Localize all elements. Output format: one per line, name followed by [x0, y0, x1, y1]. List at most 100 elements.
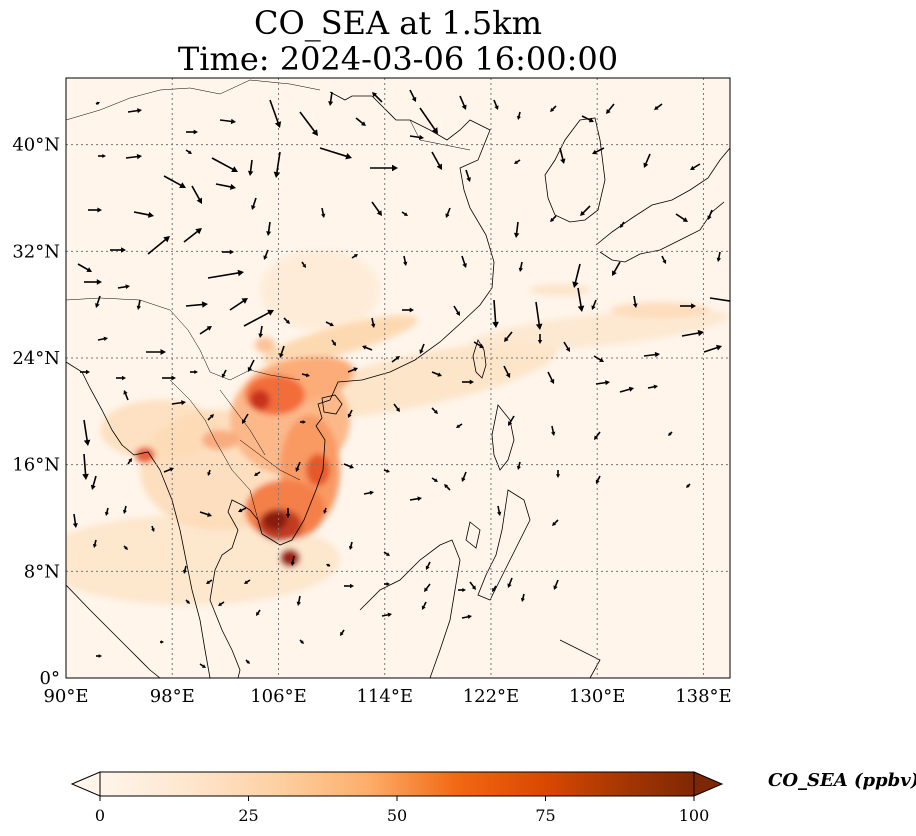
wind-arrow: [431, 407, 438, 414]
wind-arrow: [136, 299, 141, 310]
wind-arrow: [207, 269, 244, 279]
wind-arrow: [266, 221, 272, 236]
wind-arrow: [88, 207, 102, 213]
wind-arrow: [285, 508, 291, 518]
wind-arrow: [348, 541, 353, 550]
wind-arrow: [185, 149, 192, 154]
wind-arrow: [344, 583, 354, 589]
wind-arrow: [104, 507, 109, 516]
colorbar-gradient: [99, 771, 695, 797]
wind-arrow: [72, 513, 78, 528]
wind-arrow: [507, 577, 513, 588]
wind-arrow: [409, 89, 417, 102]
colorbar-extend-max: [693, 771, 724, 797]
wind-arrow: [347, 367, 358, 373]
colorbar-label: CO_SEA (ppbv): [768, 770, 916, 791]
wind-arrow: [251, 197, 257, 210]
wind-arrow: [96, 654, 102, 658]
wind-arrow: [393, 403, 400, 412]
lat-tick-label: 0°: [40, 668, 60, 689]
wind-arrow: [206, 579, 213, 584]
wind-arrow: [370, 164, 398, 172]
wind-arrow: [593, 355, 604, 362]
latitude-tick-labels: 0° 8°N 16°N 24°N 32°N 40°N: [12, 135, 60, 689]
wind-vectors: [72, 89, 730, 668]
wind-arrow: [299, 639, 304, 644]
wind-arrow: [247, 359, 255, 372]
wind-arrow: [319, 147, 352, 160]
chart-title: CO_SEA at 1.5km: [253, 4, 542, 42]
wind-arrow: [419, 107, 438, 134]
wind-arrow: [207, 469, 211, 476]
wind-arrow: [127, 108, 142, 114]
wind-arrow: [133, 211, 154, 218]
wind-arrow: [497, 505, 502, 516]
wind-arrow: [207, 414, 214, 421]
wind-arrow: [592, 147, 605, 155]
lat-tick-label: 32°N: [12, 241, 60, 262]
wind-arrow: [647, 384, 658, 389]
wind-arrow: [245, 659, 250, 664]
wind-arrow: [125, 153, 142, 160]
lat-tick-label: 16°N: [12, 455, 60, 476]
wind-arrow: [402, 307, 414, 313]
wind-arrow: [229, 298, 248, 311]
wind-arrow: [163, 467, 174, 473]
wind-arrow: [90, 475, 97, 490]
wind-arrow: [465, 169, 471, 182]
wind-arrow: [421, 601, 427, 610]
wind-arrow: [425, 561, 431, 570]
wind-arrow: [424, 583, 431, 592]
wind-arrow: [82, 453, 89, 480]
wind-arrow: [444, 484, 451, 491]
wind-arrow: [577, 287, 585, 312]
wind-arrow: [461, 614, 472, 619]
wind-arrow: [122, 505, 127, 514]
lat-tick-label: 8°N: [24, 561, 60, 582]
wind-arrow: [668, 431, 673, 436]
wind-arrow: [211, 157, 238, 173]
chart-subtitle-time: Time: 2024-03-06 16:00:00: [177, 40, 619, 78]
wind-arrow: [321, 207, 326, 218]
wind-arrow: [563, 341, 570, 352]
wind-arrow: [492, 299, 499, 328]
wind-arrow: [77, 263, 92, 272]
wind-arrow: [537, 334, 543, 344]
wind-arrow: [258, 325, 264, 338]
wind-arrow: [431, 151, 442, 170]
wind-arrow: [661, 255, 667, 264]
wind-arrow: [461, 255, 467, 268]
wind-arrow: [283, 317, 290, 324]
wind-arrow: [643, 351, 660, 358]
wind-arrow: [552, 519, 559, 526]
wind-arrow: [219, 118, 236, 125]
wind-arrow: [171, 400, 186, 406]
lon-tick-label: 98°E: [150, 686, 195, 707]
wind-arrow: [572, 263, 581, 288]
wind-arrow: [707, 209, 713, 220]
wind-arrow: [508, 415, 515, 426]
wind-arrow: [503, 365, 511, 378]
wind-arrow: [383, 469, 390, 473]
wind-arrow: [409, 496, 422, 502]
wind-arrow: [453, 305, 460, 316]
wind-arrow: [681, 329, 704, 337]
wind-arrow: [581, 115, 594, 123]
wind-arrow: [591, 299, 597, 310]
wind-arrow: [221, 369, 227, 378]
wind-arrow: [160, 640, 164, 644]
wind-arrow: [84, 279, 102, 285]
wind-arrow: [147, 236, 170, 255]
wind-arrow: [301, 261, 306, 268]
wind-arrow: [123, 390, 129, 401]
wind-arrow: [643, 153, 651, 168]
wind-arrow: [551, 425, 556, 436]
wind-arrow: [199, 663, 206, 668]
wind-arrow: [242, 413, 249, 424]
wind-arrow: [299, 111, 318, 136]
wind-arrow: [347, 409, 353, 418]
wind-arrow: [362, 345, 373, 351]
wind-arrow: [716, 251, 721, 262]
wind-arrow: [127, 458, 132, 465]
wind-arrow: [520, 593, 525, 602]
